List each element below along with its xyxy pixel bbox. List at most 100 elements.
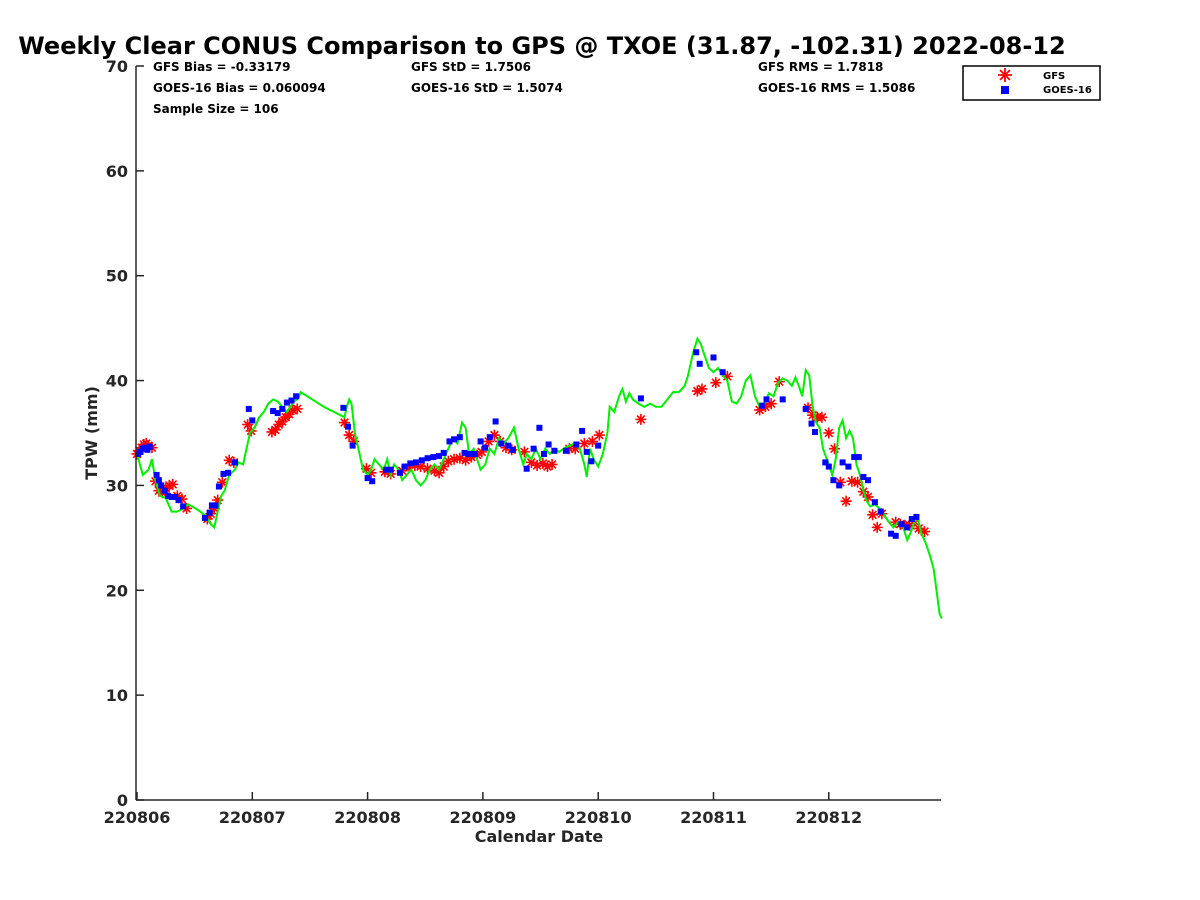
goes-point (293, 393, 300, 400)
y-axis-label: TPW (mm) (82, 386, 101, 480)
goes-point (424, 455, 431, 462)
goes-point (349, 442, 356, 449)
legend-box (962, 65, 1101, 101)
gfs-point (454, 452, 466, 464)
gfs-point (415, 461, 427, 473)
goes-point (836, 482, 843, 489)
gfs-point (476, 446, 488, 458)
gfs-point (403, 462, 415, 474)
goes-point (456, 434, 463, 441)
gfs-point (867, 509, 879, 521)
gfs-point (138, 439, 150, 451)
chart-title: Weekly Clear CONUS Comparison to GPS @ T… (18, 32, 1065, 60)
goes-point (551, 447, 558, 454)
goes-point (245, 405, 252, 412)
gfs-point (862, 491, 874, 503)
goes-point (865, 477, 871, 484)
goes-point (588, 458, 595, 465)
gfs-point (525, 456, 537, 468)
goes-rms-stat: GOES-16 RMS = 1.5086 (758, 81, 915, 95)
gfs-point (563, 443, 575, 455)
legend-gfs-marker (998, 68, 1012, 82)
gfs-point (852, 476, 864, 488)
goes-point (436, 453, 443, 460)
gfs-point (360, 463, 372, 475)
goes-point (779, 396, 786, 403)
goes-point (509, 446, 516, 453)
goes-point (763, 396, 770, 403)
goes-point (825, 463, 832, 470)
goes-point (693, 349, 700, 356)
gfs-point (442, 455, 454, 467)
y-tick-label: 10 (106, 686, 128, 705)
goes-point (340, 404, 347, 411)
gfs-point (181, 502, 193, 514)
gfs-point (460, 454, 472, 466)
goes-point (541, 451, 547, 457)
goes-point (892, 532, 899, 539)
goes-point (144, 446, 151, 453)
goes-point (369, 478, 376, 485)
y-tick-label: 20 (106, 581, 128, 600)
gfs-point (918, 526, 930, 538)
goes-point (220, 470, 227, 477)
gfs-point (871, 521, 883, 533)
x-tick-label: 220810 (565, 808, 632, 827)
gfs-point (167, 478, 179, 490)
gfs-point (483, 435, 495, 447)
gfs-point (208, 502, 220, 514)
goes-point (215, 483, 222, 490)
legend-gfs-label: GFS (1043, 71, 1065, 82)
goes-point (383, 466, 389, 473)
goes-point (225, 469, 232, 476)
goes-point (830, 477, 837, 484)
goes-point (482, 444, 489, 451)
goes-point (860, 474, 867, 480)
goes-point (839, 459, 846, 466)
goes-point (274, 410, 281, 417)
y-tick-label: 70 (106, 57, 128, 76)
gfs-point (541, 461, 553, 473)
gfs-point (754, 404, 766, 416)
goes-point (471, 451, 478, 457)
goes-point (146, 443, 153, 450)
goes-point (364, 475, 371, 482)
gfs-point (537, 457, 549, 469)
gfs-point (569, 443, 581, 455)
x-tick-label: 220809 (450, 808, 517, 827)
gfs-point (212, 494, 224, 506)
goes-point (710, 354, 717, 361)
goes-point (288, 397, 295, 404)
goes-point (812, 429, 818, 435)
gfs-point (691, 385, 703, 397)
goes-bias-stat: GOES-16 Bias = 0.060094 (153, 81, 326, 95)
legend-goes-square (1001, 86, 1009, 94)
goes-point (155, 477, 162, 484)
goes-std-stat: GOES-16 StD = 1.5074 (411, 81, 563, 95)
goes-point (418, 457, 425, 464)
gfs-point (343, 429, 355, 441)
goes-point (466, 451, 473, 457)
gfs-point (816, 411, 828, 423)
goes-point (696, 360, 703, 367)
goes-point (802, 405, 809, 412)
series-gps-line (136, 336, 943, 620)
y-tick-label: 30 (106, 476, 128, 495)
gfs-point (829, 443, 841, 455)
goes-point (492, 418, 499, 425)
gfs-point (266, 426, 278, 438)
gfs-point (846, 475, 858, 487)
goes-point (523, 465, 530, 472)
goes-point (153, 471, 160, 478)
goes-point (202, 514, 208, 521)
gfs-point (269, 424, 281, 436)
gfs-point (807, 409, 819, 421)
goes-point (498, 440, 505, 447)
gfs-point (176, 493, 188, 505)
gfs-point (823, 427, 835, 439)
goes-point (545, 441, 552, 448)
goes-point (180, 503, 187, 510)
goes-point (904, 524, 911, 531)
goes-point (562, 447, 569, 454)
gfs-point (223, 454, 235, 466)
